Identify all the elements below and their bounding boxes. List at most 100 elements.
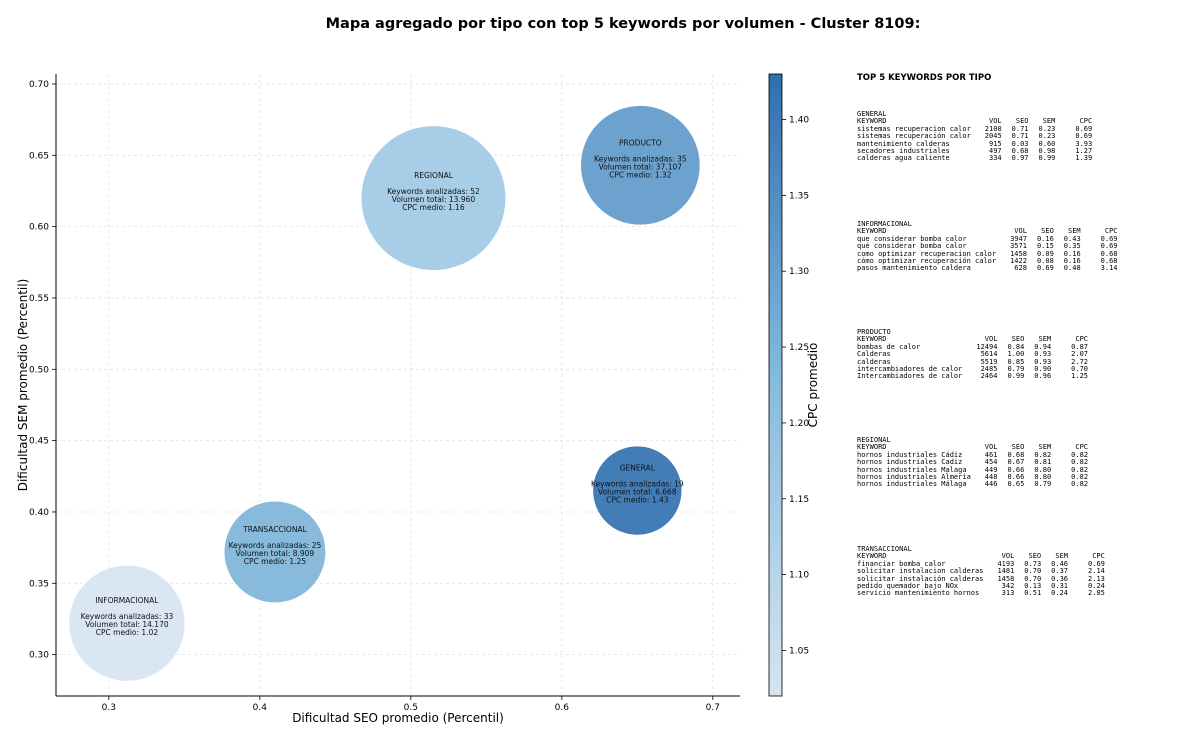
keyword-row: pasos mantenimiento caldera 628 0.69 0.48 3.… <box>857 264 1118 273</box>
keyword-cell: 0.68 <box>1100 257 1118 266</box>
keyword-cell: 0.82 <box>1071 465 1089 474</box>
keyword-cell: 0.35 <box>1063 242 1081 251</box>
keyword-cell: 1.25 <box>1071 372 1089 381</box>
keyword-cell: 0.13 <box>1024 582 1042 591</box>
keyword-cell: 0.85 <box>1007 357 1025 366</box>
x-tick-label: 0.7 <box>706 703 720 713</box>
keyword-cell: 0.31 <box>1051 582 1069 591</box>
keyword-column-header: VOL <box>1001 552 1015 561</box>
bubble-label: PRODUCTO <box>619 138 662 147</box>
bubble-detail: Keywords analizadas: 19 <box>591 480 684 489</box>
colorbar-gradient <box>768 73 783 697</box>
keyword-column-header: SEM <box>1038 443 1052 452</box>
keyword-cell: calderas <box>857 357 891 366</box>
keyword-column-header: SEM <box>1068 227 1081 236</box>
keyword-cell: como optimizar recuperacion calor <box>857 249 997 258</box>
keyword-cell: 2100 <box>984 124 1002 133</box>
keyword-row: intercambiadores de calor 2485 0.79 0.90 0.7… <box>857 365 1089 374</box>
keyword-cell: intercambiadores de calor <box>857 365 963 374</box>
keyword-cell: secadores industriales <box>857 147 950 156</box>
bubble-detail: Keywords analizadas: 25 <box>229 541 322 550</box>
keyword-cell: 0.66 <box>1007 473 1025 482</box>
keyword-cell: 0.69 <box>1036 264 1054 273</box>
keyword-cell: solicitar instalacion calderas <box>857 567 984 576</box>
y-tick-label: 0.70 <box>29 80 49 90</box>
keyword-row: secadores industriales 497 0.68 0.98 1.27 <box>857 147 1092 156</box>
keyword-cell: 0.82 <box>1071 450 1089 459</box>
keyword-cell: 0.36 <box>1051 574 1069 583</box>
keyword-row: hornos industriales Málaga 446 0.65 0.79 0.8… <box>857 481 1088 489</box>
keyword-cell: 0.87 <box>1071 342 1089 351</box>
keyword-cell: 0.80 <box>1034 465 1052 474</box>
y-tick-label: 0.50 <box>29 365 49 375</box>
keyword-group-transaccional: TRANSACCIONAL KEYWORD VOL SEO SEM CPC financia… <box>857 545 1105 598</box>
keyword-cell: 2.14 <box>1088 567 1105 576</box>
y-tick-label: 0.40 <box>29 508 49 518</box>
colorbar-label: CPC promedio <box>806 343 820 428</box>
keyword-cell: 448 <box>984 473 998 482</box>
y-tick-label: 0.60 <box>29 223 49 233</box>
y-axis-label: Dificultad SEM promedio (Percentil) <box>16 279 30 492</box>
keyword-cell: 0.90 <box>1034 365 1052 374</box>
keyword-cell: 0.80 <box>1034 473 1052 482</box>
keyword-column-header: SEO <box>1028 552 1042 561</box>
keyword-group-title: INFORMACIONAL <box>857 220 912 228</box>
bubble-detail: CPC medio: 1.02 <box>96 628 159 637</box>
keyword-table: KEYWORD VOL SEO SEM CPC financiar bomba calor… <box>857 552 1105 598</box>
x-tick-label: 0.6 <box>555 703 570 713</box>
bubble-label: GENERAL <box>620 464 656 473</box>
bubble-transaccional <box>223 500 326 603</box>
keyword-row: calderas 5519 0.85 0.93 2.72 <box>857 357 1088 366</box>
keyword-cell: 342 <box>1001 582 1015 591</box>
keyword-cell: 0.71 <box>1011 124 1029 133</box>
keyword-cell: 0.08 <box>1036 257 1054 266</box>
colorbar: 1.05 1.10 1.15 1.20 1.25 1.30 1.35 1.40 CPC prom… <box>768 73 820 697</box>
keyword-cell: 313 <box>1001 589 1015 598</box>
keyword-column-header: CPC <box>1079 117 1093 126</box>
keyword-row: sistemas recuperacion calor 2100 0.71 0.23 0… <box>857 124 1092 133</box>
keyword-cell: solicitar instalación calderas <box>857 574 984 583</box>
keyword-cell: sistemas recuperación calor <box>857 132 971 141</box>
keyword-cell: 1458 <box>997 574 1015 583</box>
keyword-cell: 334 <box>989 154 1002 163</box>
keyword-cell: hornos industriales Malaga <box>857 465 967 474</box>
colorbar-tick-label: 1.20 <box>789 419 809 429</box>
keyword-cell: 0.97 <box>1011 154 1029 163</box>
keyword-row: como optimizar recuperacion calor 1458 0.0… <box>857 249 1118 258</box>
keyword-row: hornos industriales Cádiz 461 0.68 0.82 0.82 <box>857 450 1089 459</box>
keyword-cell: 0.09 <box>1036 249 1054 258</box>
keyword-cell: que considerar bomba calor <box>857 234 967 243</box>
colorbar-tick-label: 1.05 <box>789 646 809 656</box>
keyword-cell: 0.82 <box>1034 450 1052 459</box>
keyword-column-header: SEO <box>1041 227 1054 236</box>
bubble-general <box>592 445 683 536</box>
keyword-column-header: SEO <box>1011 443 1025 452</box>
bubble-detail: Volumen total: 14.170 <box>85 620 169 629</box>
keyword-group-title: TRANSACCIONAL <box>857 545 912 553</box>
keyword-cell: cómo optimizar recuperación calor <box>857 257 997 266</box>
keyword-column-header: VOL <box>1014 227 1027 236</box>
keyword-cell: mantenimiento calderas <box>857 139 950 148</box>
keyword-column-header: VOL <box>984 335 998 344</box>
keyword-cell: 0.43 <box>1063 234 1081 243</box>
keyword-cell: 1458 <box>1010 249 1027 258</box>
keyword-group-title: PRODUCTO <box>857 328 891 336</box>
keyword-column-header: CPC <box>1075 443 1089 452</box>
bubble-detail: CPC medio: 1.16 <box>402 203 465 212</box>
keyword-cell: Intercambiadores de calor <box>857 372 963 381</box>
keyword-row: hornos industriales Almeria 448 0.66 0.80 0.… <box>857 473 1089 482</box>
keyword-cell: 0.69 <box>1075 132 1093 141</box>
keyword-column-header: SEM <box>1042 117 1056 126</box>
keyword-cell: 2464 <box>980 372 998 381</box>
keyword-cell: 0.82 <box>1071 473 1089 482</box>
keyword-cell: 0.15 <box>1036 242 1054 251</box>
keyword-cell: financiar bomba calor <box>857 559 946 568</box>
keyword-cell: 3.93 <box>1075 139 1093 148</box>
keyword-column-header: KEYWORD <box>857 117 887 126</box>
keyword-cell: 0.70 <box>1071 365 1089 374</box>
keyword-panel-title: TOP 5 KEYWORDS POR TIPO <box>857 73 992 83</box>
keyword-cell: 0.82 <box>1071 458 1089 467</box>
keyword-cell: 2.07 <box>1071 350 1089 359</box>
colorbar-tick-label: 1.40 <box>789 116 809 126</box>
